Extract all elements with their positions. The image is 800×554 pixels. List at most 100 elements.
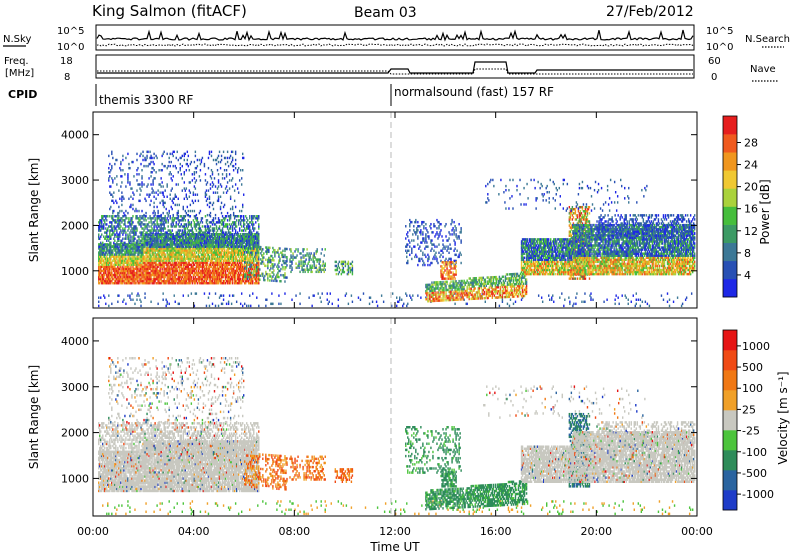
- heatmap-cell: [162, 233, 163, 235]
- heatmap-cell: [194, 233, 195, 235]
- heatmap-cell: [191, 242, 192, 244]
- nave-tick-top: 60: [708, 56, 721, 67]
- heatmap-cell: [238, 246, 239, 248]
- heatmap-cell: [191, 276, 192, 278]
- heatmap-cell: [226, 215, 227, 217]
- heatmap-cell: [243, 215, 244, 217]
- heatmap-cell: [232, 233, 233, 235]
- heatmap-cell: [122, 238, 123, 240]
- heatmap-cell: [237, 231, 238, 233]
- heatmap-cell: [213, 217, 214, 219]
- nsky-panel: [96, 25, 694, 50]
- heatmap-cell: [249, 225, 250, 227]
- heatmap-cell: [202, 238, 203, 240]
- heatmap-cell: [112, 215, 113, 217]
- heatmap-cell: [105, 246, 106, 248]
- heatmap-cell: [238, 215, 239, 217]
- heatmap-cell: [143, 242, 144, 244]
- heatmap-cell: [164, 227, 165, 229]
- heatmap-cell: [243, 242, 244, 244]
- heatmap-cell: [98, 233, 99, 235]
- heatmap-cell: [218, 242, 219, 244]
- heatmap-cell: [237, 235, 238, 237]
- heatmap-cell: [138, 235, 139, 237]
- heatmap-cell: [185, 219, 186, 221]
- heatmap-cell: [99, 246, 100, 248]
- heatmap-cell: [120, 225, 121, 227]
- freq-trace: [97, 62, 693, 73]
- nsearch-label: N.Search: [745, 34, 790, 45]
- heatmap-cell: [134, 238, 135, 240]
- heatmap-cell: [174, 238, 175, 240]
- heatmap-cell: [231, 246, 232, 248]
- heatmap-cell: [205, 225, 206, 227]
- heatmap-cell: [243, 233, 244, 235]
- heatmap-cell: [247, 219, 248, 221]
- heatmap-cell: [172, 244, 173, 246]
- heatmap-cell: [244, 223, 245, 225]
- heatmap-cell: [172, 229, 173, 231]
- heatmap-cell: [164, 253, 165, 255]
- nsearch-tick-top: 10^5: [706, 26, 733, 37]
- heatmap-cell: [255, 221, 256, 223]
- heatmap-cell: [126, 217, 127, 219]
- nsky-tick-bottom: 10^0: [57, 42, 84, 53]
- nsearch-trace: [97, 44, 693, 46]
- freq-tick-bottom: 8: [64, 72, 70, 83]
- nsky-label: N.Sky: [3, 34, 31, 45]
- heatmap-cell: [106, 223, 107, 225]
- heatmap-cell: [241, 225, 242, 227]
- heatmap-cell: [170, 246, 171, 248]
- cpid-program-1: themis 3300 RF: [99, 93, 193, 107]
- heatmap-cell: [101, 233, 102, 235]
- heatmap-cell: [192, 227, 193, 229]
- heatmap-cell: [244, 219, 245, 221]
- heatmap-cell: [205, 215, 206, 217]
- heatmap-cell: [242, 246, 243, 248]
- heatmap-cell: [170, 215, 171, 217]
- heatmap-cell: [241, 215, 242, 217]
- heatmap-cell: [197, 217, 198, 219]
- cpid-program-2: normalsound (fast) 157 RF: [394, 85, 554, 99]
- heatmap-cell: [167, 219, 168, 221]
- heatmap-cell: [219, 233, 220, 235]
- heatmap-cell: [227, 242, 228, 244]
- heatmap-cell: [125, 225, 126, 227]
- heatmap-cell: [181, 242, 182, 244]
- heatmap-cell: [130, 235, 131, 237]
- heatmap-cell: [235, 229, 236, 231]
- heatmap-cell: [219, 225, 220, 227]
- heatmap-cell: [148, 225, 149, 227]
- heatmap-cell: [214, 227, 215, 229]
- heatmap-cell: [207, 244, 208, 246]
- heatmap-cell: [202, 221, 203, 223]
- heatmap-cell: [176, 221, 177, 223]
- heatmap-cell: [163, 246, 164, 248]
- heatmap-cell: [165, 240, 166, 242]
- heatmap-cell: [132, 221, 133, 223]
- heatmap-cell: [100, 242, 101, 244]
- heatmap-cell: [249, 215, 250, 217]
- heatmap-cell: [227, 223, 228, 225]
- heatmap-cell: [233, 240, 234, 242]
- heatmap-cell: [147, 217, 148, 219]
- heatmap-cell: [125, 231, 126, 233]
- heatmap-cell: [107, 215, 108, 217]
- heatmap-cell: [227, 219, 228, 221]
- heatmap-cell: [148, 221, 149, 223]
- heatmap-cell: [178, 240, 179, 242]
- heatmap-cell: [145, 219, 146, 221]
- heatmap-cell: [171, 240, 172, 242]
- heatmap-cell: [167, 225, 168, 227]
- nsky-tick-top: 10^5: [57, 26, 84, 37]
- date-title: 27/Feb/2012: [606, 4, 694, 20]
- heatmap-cell: [186, 223, 187, 225]
- heatmap-cell: [180, 229, 181, 231]
- heatmap-cell: [215, 217, 216, 219]
- heatmap-cell: [116, 229, 117, 231]
- heatmap-cell: [248, 235, 249, 237]
- heatmap-cell: [167, 235, 168, 237]
- heatmap-cell: [124, 242, 125, 244]
- station-title: King Salmon (fitACF): [92, 2, 247, 20]
- freq-label: Freq.: [4, 56, 29, 67]
